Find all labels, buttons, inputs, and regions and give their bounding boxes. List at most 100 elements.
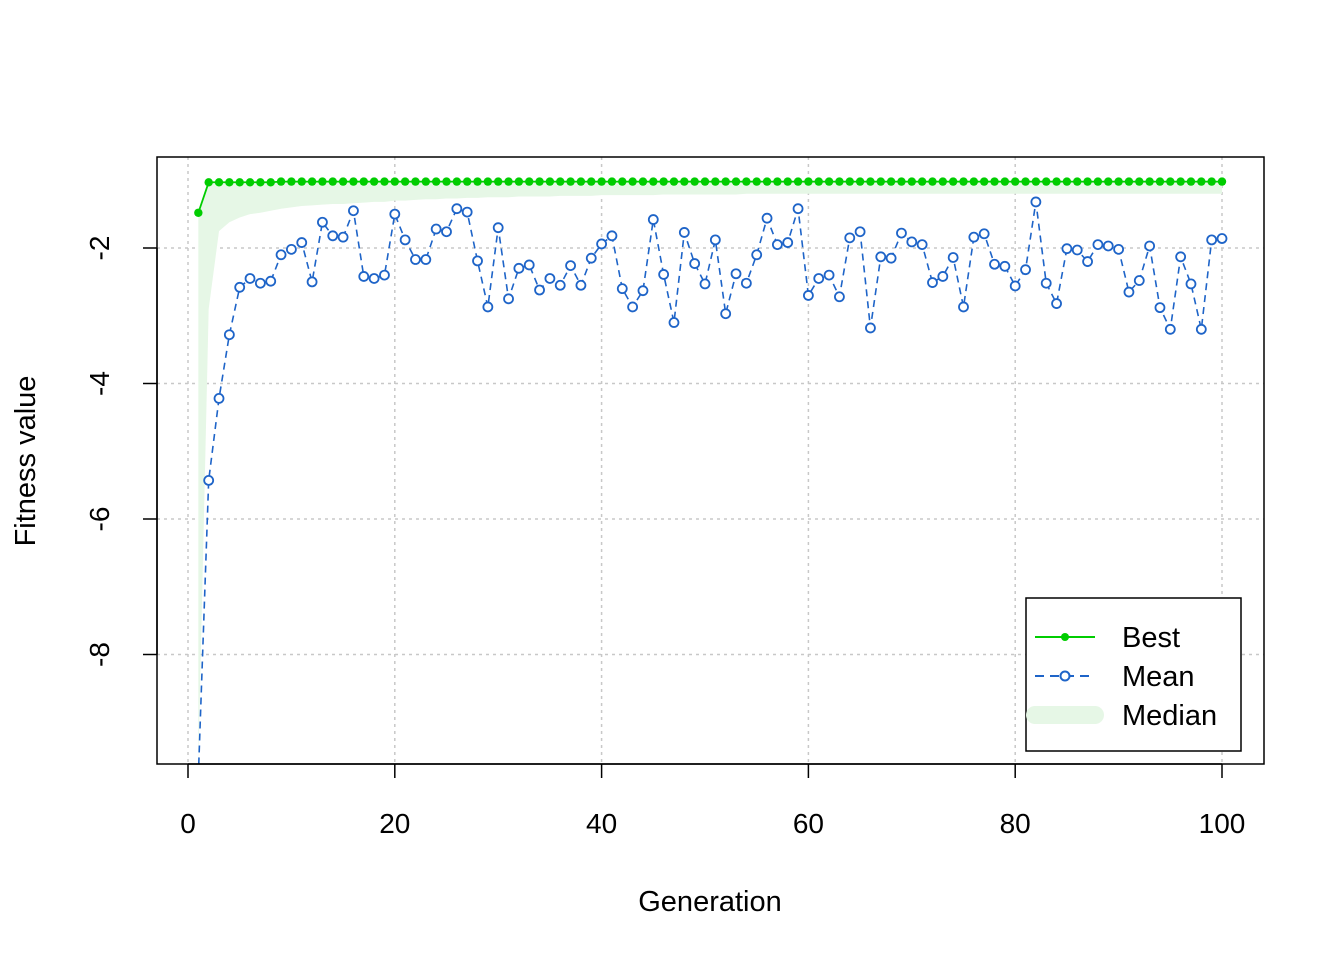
best-point — [1000, 177, 1010, 186]
x-tick-label: 0 — [180, 808, 196, 839]
best-point — [824, 177, 834, 186]
legend-best-marker — [1061, 633, 1069, 641]
best-point — [638, 177, 648, 186]
x-tick-label: 100 — [1199, 808, 1246, 839]
best-point — [700, 177, 710, 186]
mean-point — [709, 234, 721, 246]
mean-point — [1133, 275, 1145, 286]
best-point — [421, 177, 431, 186]
mean-point — [606, 230, 618, 242]
best-point — [1176, 177, 1185, 186]
best-point — [1093, 177, 1103, 186]
best-point — [287, 177, 296, 186]
best-point — [1145, 177, 1154, 186]
best-point — [1166, 177, 1175, 186]
mean-point — [399, 234, 411, 246]
best-point — [607, 177, 617, 186]
best-point — [1197, 177, 1206, 186]
best-point — [669, 177, 679, 186]
best-point — [928, 177, 937, 186]
best-point — [835, 177, 844, 186]
legend-median-label: Median — [1122, 700, 1217, 732]
best-point — [721, 177, 730, 186]
legend-best-label: Best — [1122, 622, 1180, 654]
mean-point — [430, 223, 442, 235]
mean-point — [958, 301, 969, 313]
mean-point — [875, 251, 887, 263]
mean-point — [265, 275, 277, 287]
best-point — [390, 177, 399, 186]
best-point — [276, 177, 286, 186]
best-point — [556, 177, 565, 186]
best-point — [380, 177, 389, 186]
best-point — [886, 177, 896, 186]
best-point — [804, 177, 813, 186]
mean-point — [565, 260, 576, 272]
best-point — [442, 177, 451, 186]
mean-point — [689, 258, 701, 269]
best-point — [359, 177, 368, 186]
best-point — [473, 177, 482, 186]
best-point — [245, 178, 255, 187]
mean-point — [368, 273, 380, 284]
best-point — [979, 177, 989, 186]
best-point — [990, 177, 999, 186]
best-point — [1217, 177, 1227, 186]
mean-point — [503, 293, 514, 305]
mean-point — [1051, 298, 1062, 309]
mean-point — [472, 255, 483, 267]
mean-point — [1206, 234, 1218, 246]
best-point — [907, 177, 916, 186]
best-point — [338, 177, 348, 186]
mean-point — [379, 269, 390, 281]
best-point — [235, 178, 244, 187]
mean-point — [906, 236, 918, 248]
best-point — [731, 177, 741, 186]
best-point — [1155, 177, 1165, 186]
best-point — [959, 177, 968, 186]
mean-point — [844, 232, 856, 244]
best-point — [307, 177, 317, 186]
mean-point — [720, 308, 732, 320]
best-point — [535, 177, 544, 186]
mean-point — [1123, 286, 1135, 298]
best-point — [1083, 177, 1092, 186]
best-point — [649, 177, 658, 186]
best-point — [1062, 177, 1072, 186]
mean-point — [244, 273, 256, 284]
best-point — [1114, 177, 1123, 186]
mean-point — [1071, 244, 1083, 256]
mean-point — [513, 262, 525, 274]
mean-point — [306, 276, 318, 288]
mean-point — [730, 268, 742, 280]
mean-point — [658, 269, 670, 280]
mean-point — [358, 271, 370, 282]
mean-point — [337, 231, 349, 243]
best-point — [1186, 177, 1196, 186]
legend: Best Mean Median — [1025, 597, 1242, 752]
best-point — [1104, 177, 1113, 186]
x-tick-label: 80 — [1000, 808, 1031, 839]
mean-point — [782, 237, 794, 248]
best-point — [256, 178, 265, 187]
best-point — [400, 177, 410, 186]
mean-point — [451, 203, 463, 215]
best-point — [1135, 177, 1144, 186]
best-point — [328, 177, 337, 186]
best-point — [783, 177, 792, 186]
best-point — [711, 177, 720, 186]
mean-point — [823, 269, 835, 281]
mean-point — [285, 243, 297, 255]
best-point — [297, 177, 306, 186]
mean-point — [1195, 323, 1207, 335]
mean-point — [637, 285, 649, 297]
mean-point — [327, 230, 339, 242]
mean-point — [916, 239, 928, 251]
best-point — [525, 177, 534, 186]
mean-point — [482, 301, 494, 313]
mean-point — [999, 260, 1011, 272]
grid — [157, 157, 1264, 764]
mean-point — [461, 206, 473, 218]
mean-point — [834, 291, 845, 303]
